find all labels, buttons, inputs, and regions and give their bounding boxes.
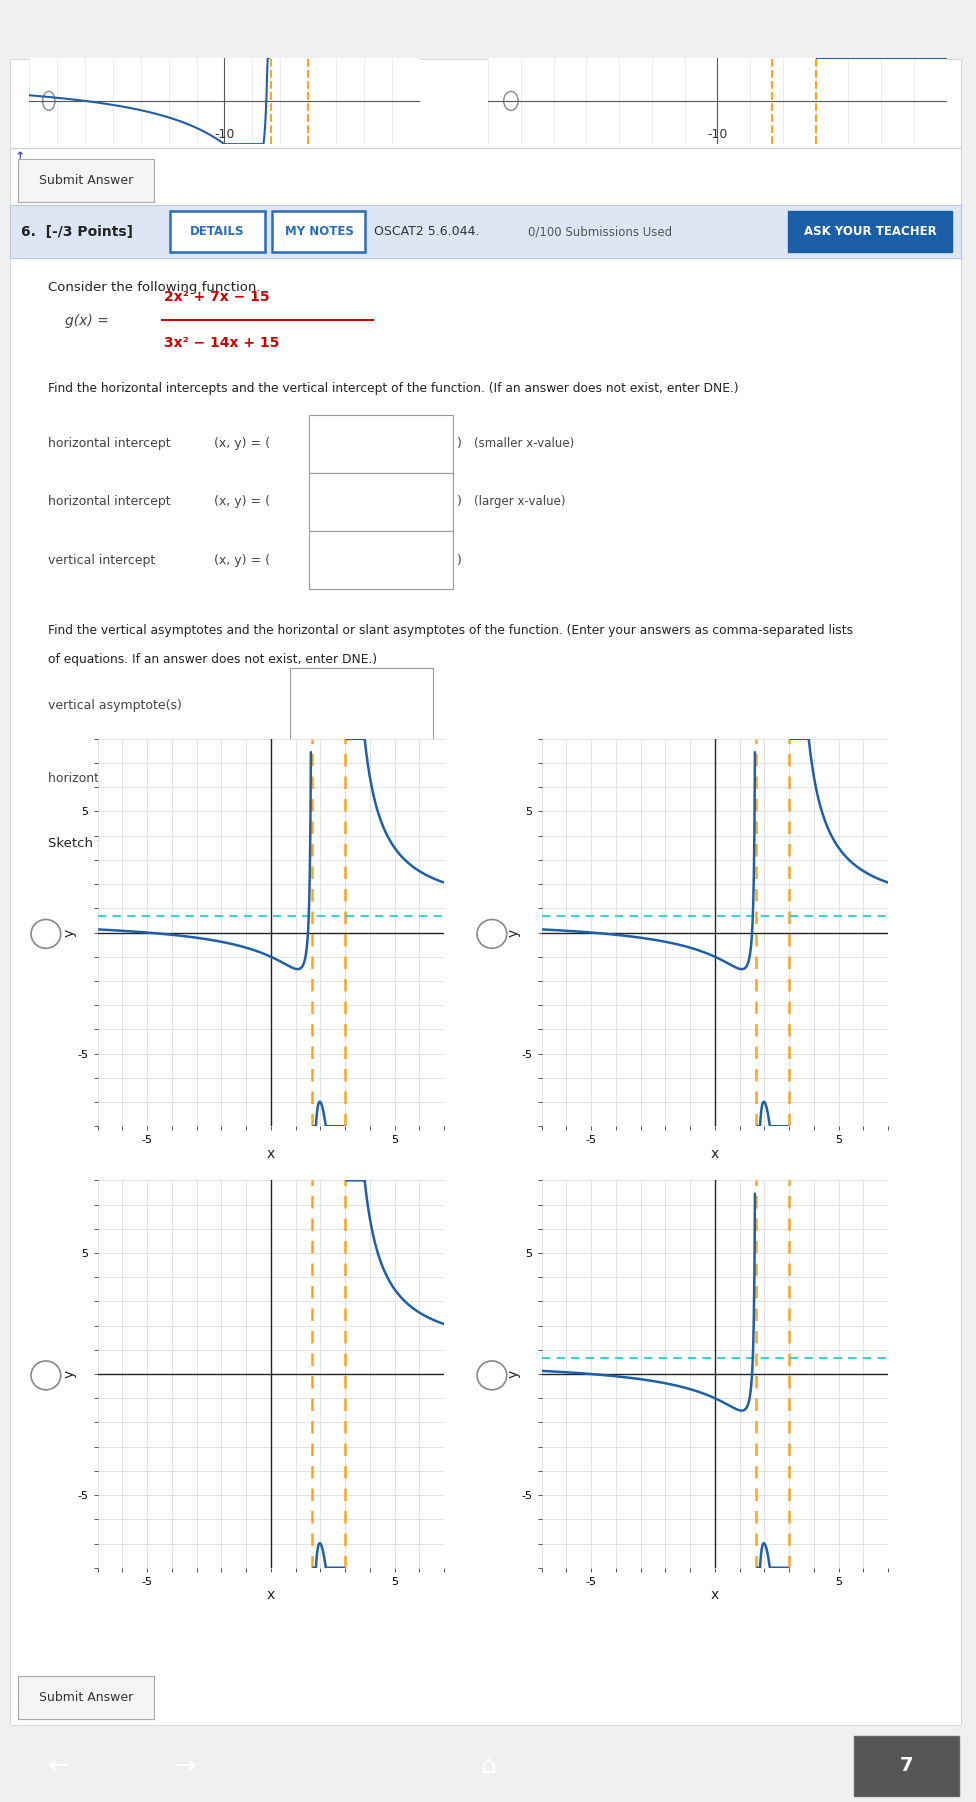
Y-axis label: y: y [62, 1370, 76, 1379]
Text: vertical asymptote(s): vertical asymptote(s) [48, 699, 182, 712]
X-axis label: x: x [711, 1588, 719, 1602]
FancyBboxPatch shape [308, 414, 453, 472]
Text: (smaller x-value): (smaller x-value) [474, 438, 575, 450]
FancyBboxPatch shape [272, 211, 365, 252]
Text: →: → [175, 1753, 196, 1779]
Text: ): ) [457, 438, 462, 450]
Text: DETAILS: DETAILS [190, 225, 244, 238]
FancyBboxPatch shape [789, 211, 952, 252]
X-axis label: x: x [266, 1588, 275, 1602]
FancyBboxPatch shape [854, 1735, 959, 1797]
Text: ↑: ↑ [15, 151, 25, 164]
Text: Sketch the graph.: Sketch the graph. [48, 836, 167, 851]
Text: Consider the following function.: Consider the following function. [48, 281, 261, 294]
FancyBboxPatch shape [308, 532, 453, 589]
X-axis label: x: x [711, 1146, 719, 1160]
Text: ↑: ↑ [15, 1694, 25, 1706]
Text: Find the horizontal intercepts and the vertical intercept of the function. (If a: Find the horizontal intercepts and the v… [48, 382, 739, 395]
Text: horizontal intercept: horizontal intercept [48, 438, 171, 450]
Text: Find the vertical asymptotes and the horizontal or slant asymptotes of the funct: Find the vertical asymptotes and the hor… [48, 623, 853, 638]
Text: 0/100 Submissions Used: 0/100 Submissions Used [528, 225, 672, 238]
Text: -10: -10 [708, 128, 727, 141]
Text: (larger x-value): (larger x-value) [474, 496, 566, 508]
Text: (x, y) = (: (x, y) = ( [215, 496, 270, 508]
FancyBboxPatch shape [308, 472, 453, 532]
Text: 7: 7 [900, 1757, 914, 1775]
FancyBboxPatch shape [10, 59, 961, 1725]
Y-axis label: y: y [507, 1370, 520, 1379]
Text: ): ) [457, 553, 462, 566]
Text: of equations. If an answer does not exist, enter DNE.): of equations. If an answer does not exis… [48, 654, 377, 667]
Text: horizontal or slant asymptote(s): horizontal or slant asymptote(s) [48, 771, 248, 786]
Text: (x, y) = (: (x, y) = ( [215, 438, 270, 450]
Text: vertical intercept: vertical intercept [48, 553, 155, 566]
FancyBboxPatch shape [170, 211, 264, 252]
Text: 3x² − 14x + 15: 3x² − 14x + 15 [164, 335, 279, 350]
Text: OSCAT2 5.6.044.: OSCAT2 5.6.044. [374, 225, 479, 238]
X-axis label: x: x [266, 1146, 275, 1160]
Text: ⌂: ⌂ [480, 1753, 496, 1779]
Text: 6.  [-/3 Points]: 6. [-/3 Points] [21, 225, 133, 238]
Y-axis label: y: y [62, 928, 76, 937]
Y-axis label: y: y [507, 928, 520, 937]
FancyBboxPatch shape [291, 741, 433, 816]
Text: 2x² + 7x − 15: 2x² + 7x − 15 [164, 290, 269, 305]
Text: g(x) =: g(x) = [65, 314, 113, 328]
Text: -10: -10 [215, 128, 234, 141]
Text: horizontal intercept: horizontal intercept [48, 496, 171, 508]
Text: MY NOTES: MY NOTES [285, 225, 353, 238]
Text: Submit Answer: Submit Answer [39, 1690, 133, 1705]
Text: Submit Answer: Submit Answer [39, 173, 133, 187]
Text: ASK YOUR TEACHER: ASK YOUR TEACHER [803, 225, 936, 238]
FancyBboxPatch shape [291, 669, 433, 744]
Text: ): ) [457, 496, 462, 508]
Text: (x, y) = (: (x, y) = ( [215, 553, 270, 566]
Text: ←: ← [48, 1753, 69, 1779]
